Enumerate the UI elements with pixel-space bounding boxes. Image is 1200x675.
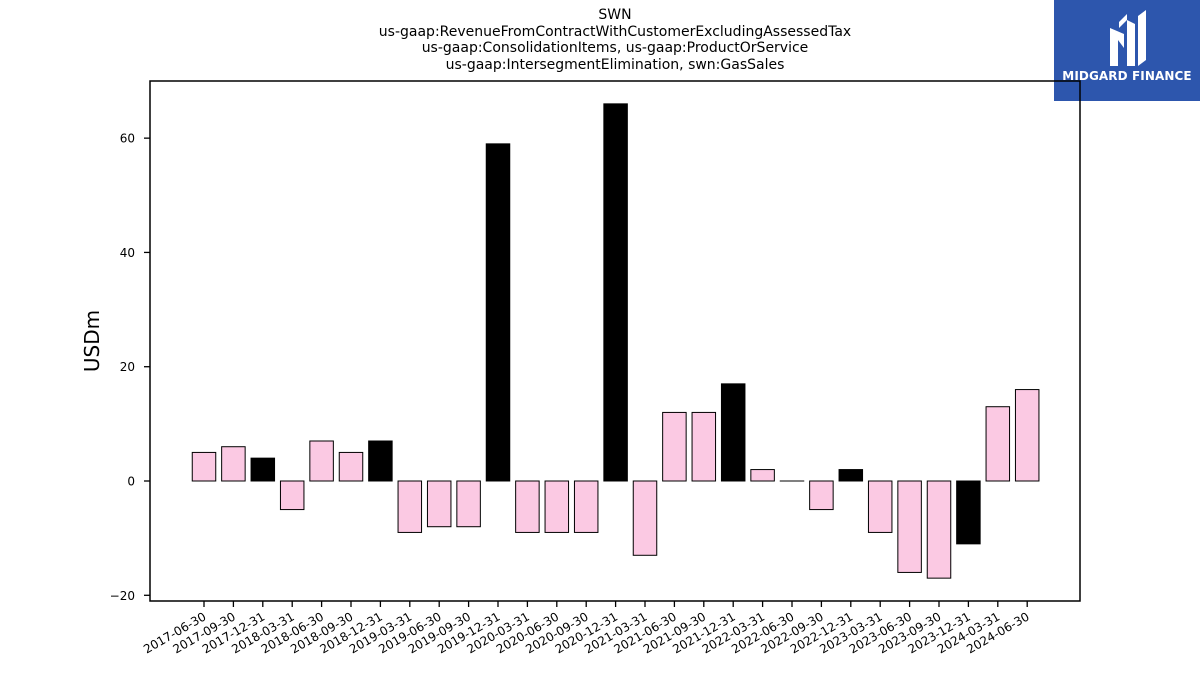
bar-2021-12-31: [720, 383, 746, 482]
bar-2023-09-30: [926, 480, 952, 579]
bar-2024-03-31: [985, 406, 1011, 482]
midgard-finance-logo: MIDGARD FINANCE: [1054, 0, 1200, 101]
bar-2019-12-31: [485, 143, 511, 482]
bar-2019-09-30: [456, 480, 481, 528]
bar-2023-12-31: [956, 480, 981, 545]
bar-2022-09-30: [809, 480, 834, 511]
bar-2020-12-31: [603, 103, 628, 482]
bar-2021-03-31: [632, 480, 658, 556]
y-tick-label: 60: [120, 132, 135, 146]
bar-2023-03-31: [867, 480, 893, 533]
logo-text: MIDGARD FINANCE: [1062, 69, 1192, 83]
bar-2020-06-30: [544, 480, 570, 533]
y-tick-label: 40: [120, 246, 135, 260]
bar-2023-06-30: [897, 480, 922, 573]
bar-2017-12-31: [250, 457, 276, 482]
bar-2018-06-30: [309, 440, 334, 482]
y-tick-label: 20: [120, 360, 135, 374]
logo-mark-icon: [1110, 10, 1146, 66]
bar-2022-03-31: [750, 469, 775, 482]
bars-group: [191, 103, 1040, 579]
bar-2024-06-30: [1014, 389, 1040, 482]
title-line-1: SWN: [598, 7, 632, 23]
chart-title: SWN us-gaap:RevenueFromContractWithCusto…: [150, 7, 1080, 73]
y-axis-label: USDm: [80, 310, 104, 372]
bar-2022-12-31: [838, 469, 864, 482]
y-tick-label: −20: [110, 589, 135, 603]
title-line-3: us-gaap:ConsolidationItems, us-gaap:Prod…: [421, 40, 809, 56]
bar-2018-03-31: [279, 480, 305, 511]
bar-2017-09-30: [221, 446, 246, 482]
bar-2018-09-30: [338, 451, 364, 482]
bar-2017-06-30: [191, 451, 217, 482]
y-tick-label: 0: [127, 475, 135, 489]
title-line-2: us-gaap:RevenueFromContractWithCustomerE…: [378, 23, 852, 40]
title-line-4: us-gaap:IntersegmentElimination, swn:Gas…: [445, 56, 785, 73]
bar-2019-03-31: [397, 480, 423, 533]
bar-2020-03-31: [515, 480, 540, 533]
bar-2018-12-31: [368, 440, 393, 482]
bar-2021-06-30: [662, 411, 687, 482]
bar-2020-09-30: [573, 480, 599, 533]
bar-2021-09-30: [691, 411, 717, 482]
bar-2019-06-30: [426, 480, 452, 528]
